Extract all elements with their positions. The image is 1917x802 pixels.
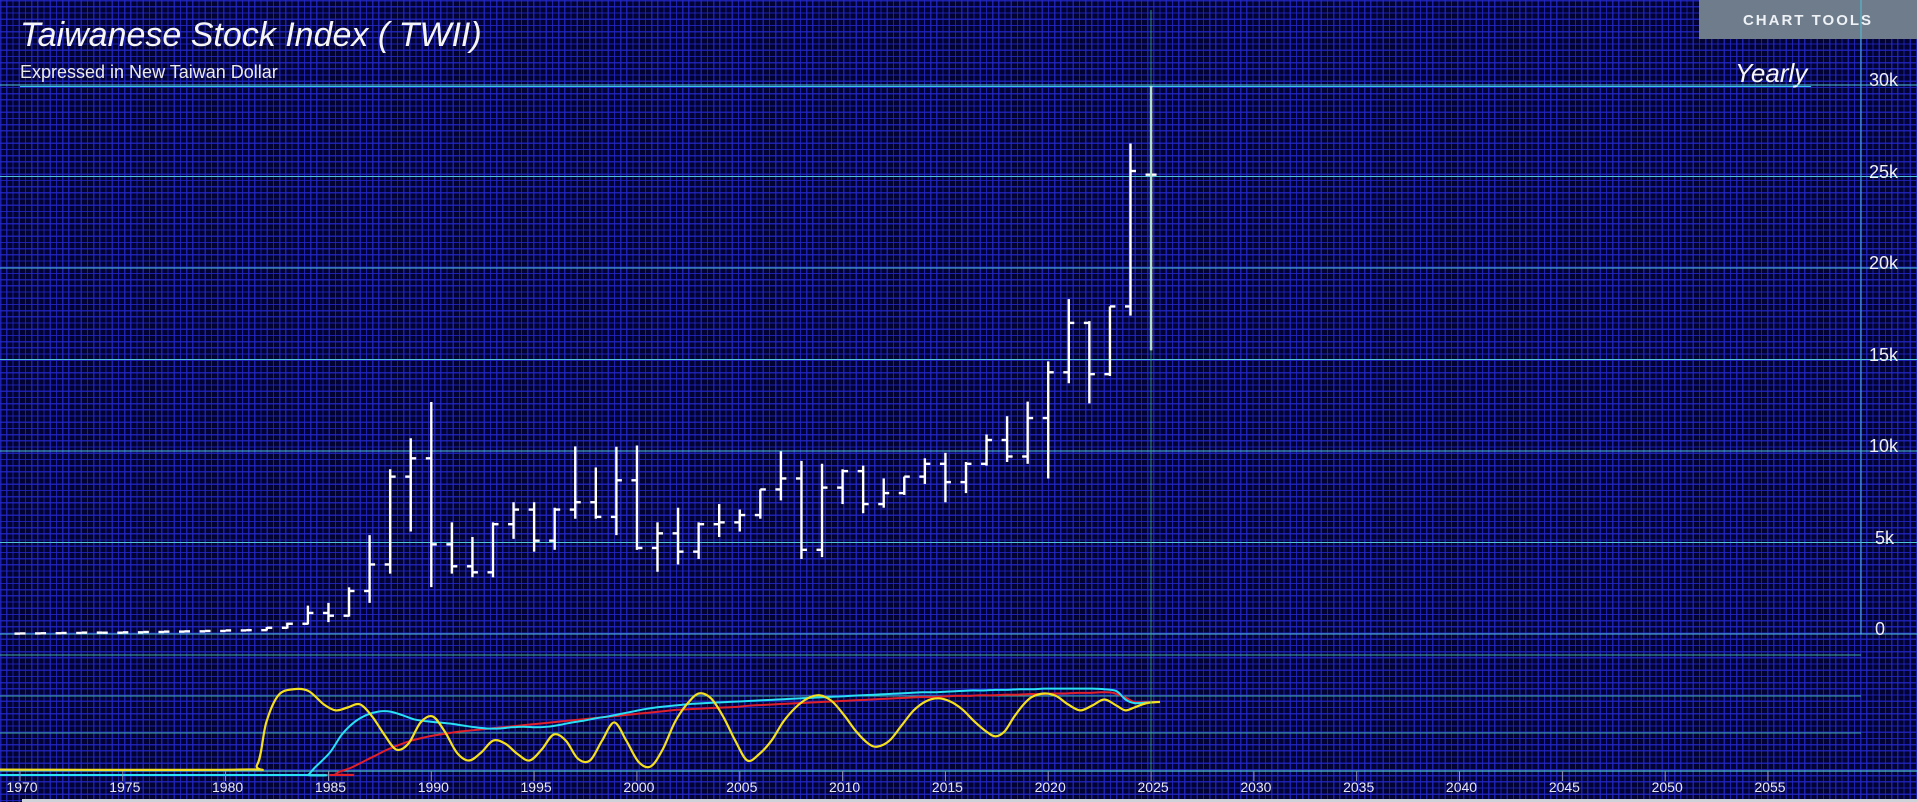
svg-text:2050: 2050	[1652, 779, 1683, 795]
svg-text:2000: 2000	[623, 779, 654, 795]
svg-text:1995: 1995	[521, 779, 552, 795]
svg-text:1985: 1985	[315, 779, 346, 795]
svg-text:2010: 2010	[829, 779, 860, 795]
svg-text:1975: 1975	[109, 779, 140, 795]
svg-text:2030: 2030	[1240, 779, 1271, 795]
svg-text:2025: 2025	[1138, 779, 1169, 795]
svg-text:1980: 1980	[212, 779, 243, 795]
svg-text:1970: 1970	[6, 779, 37, 795]
svg-text:2055: 2055	[1754, 779, 1785, 795]
svg-text:2015: 2015	[932, 779, 963, 795]
svg-text:2040: 2040	[1446, 779, 1477, 795]
svg-text:2020: 2020	[1035, 779, 1066, 795]
svg-text:2045: 2045	[1549, 779, 1580, 795]
svg-text:2005: 2005	[726, 779, 757, 795]
svg-text:2035: 2035	[1343, 779, 1374, 795]
svg-text:1990: 1990	[418, 779, 449, 795]
